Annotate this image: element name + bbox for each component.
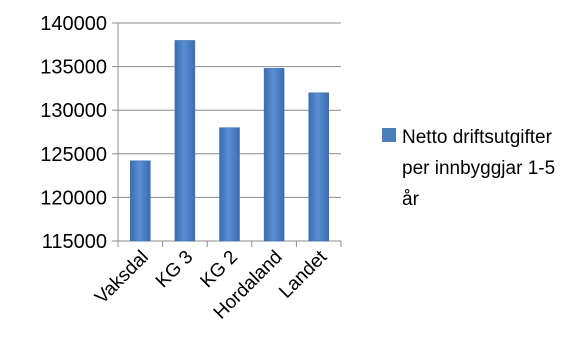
y-tick-label: 130000 <box>40 100 107 122</box>
legend: Netto driftsutgifter per innbyggjar 1-5 … <box>382 122 557 215</box>
y-tick-labels: 115000 120000 125000 130000 135000 140000 <box>40 13 107 253</box>
legend-label: Netto driftsutgifter per innbyggjar 1-5 … <box>402 127 556 210</box>
x-tick-label: Vaksdal <box>91 247 153 309</box>
y-tick-label: 115000 <box>42 231 107 253</box>
x-tick-label: KG 3 <box>152 247 197 292</box>
bar <box>219 127 240 242</box>
legend-swatch <box>382 128 396 142</box>
bar <box>263 68 285 242</box>
y-tick-label: 135000 <box>40 57 107 79</box>
bars <box>130 40 329 242</box>
bar <box>308 92 329 242</box>
bar <box>130 160 151 242</box>
bar <box>174 40 196 242</box>
gridlines <box>118 22 341 198</box>
x-tick-label: Landet <box>275 246 331 302</box>
y-tick-label: 120000 <box>40 187 107 209</box>
y-tick-label: 140000 <box>40 13 107 35</box>
y-tick-label: 125000 <box>40 144 107 166</box>
